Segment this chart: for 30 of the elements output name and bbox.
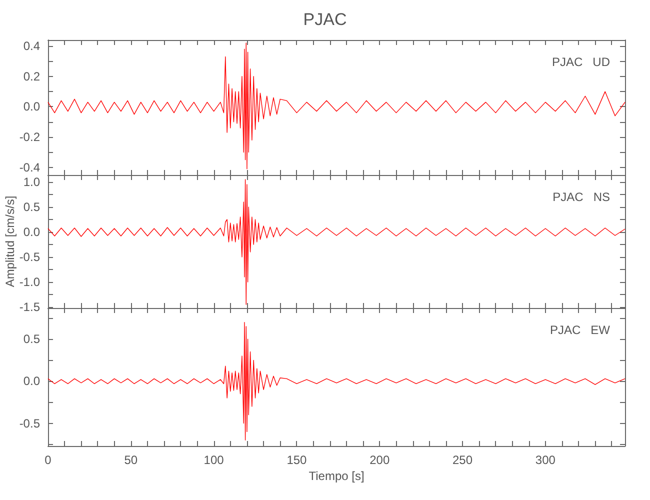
y-tick-label: 0.4: [23, 39, 40, 54]
x-tick-label: 200: [370, 453, 390, 467]
annotation: PJAC EW: [550, 323, 611, 337]
y-tick-label: 0.5: [23, 200, 40, 214]
y-tick-label: -0.5: [19, 250, 40, 264]
y-tick-label: -1.5: [19, 300, 40, 314]
x-tick-label: 300: [535, 453, 556, 467]
x-tick-label: 150: [286, 453, 308, 467]
y-tick-label: 1.0: [23, 175, 40, 189]
x-tick-label: 100: [204, 453, 224, 467]
y-tick-label: 0.0: [23, 374, 40, 388]
y-tick-label: 0.2: [23, 69, 40, 84]
x-tick-label: 250: [452, 453, 473, 467]
annotation: PJAC NS: [552, 190, 610, 204]
y-axis-title: Amplitud [cm/s/s]: [3, 196, 17, 288]
y-tick-label: -0.4: [19, 160, 40, 174]
line-series: [48, 42, 626, 170]
y-tick-label: -0.5: [19, 416, 40, 430]
x-tick-label: 50: [124, 453, 138, 467]
x-axis-title: Tiempo [s]: [308, 469, 364, 483]
line-series: [48, 322, 626, 440]
x-tick-label: 0: [44, 453, 52, 467]
line-series: [48, 179, 626, 305]
y-tick-label: -1.0: [19, 275, 40, 289]
y-tick-label: 0.0: [23, 100, 40, 114]
y-tick-label: 0.5: [23, 332, 40, 346]
y-tick-label: 0.0: [23, 225, 40, 239]
y-tick-label: -0.2: [19, 130, 40, 144]
annotation: PJAC UD: [552, 55, 610, 69]
chart-title: PJAC: [303, 10, 347, 29]
